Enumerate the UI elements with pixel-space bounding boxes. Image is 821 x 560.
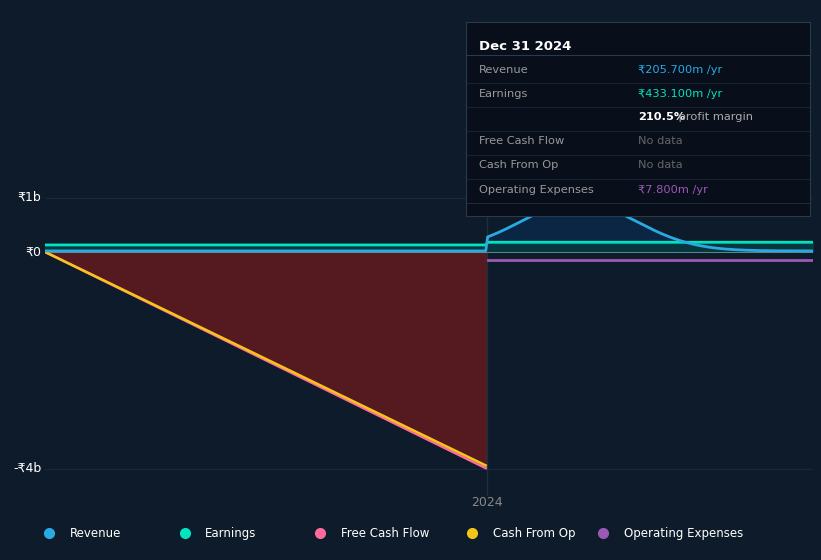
Text: Free Cash Flow: Free Cash Flow bbox=[479, 136, 565, 146]
Text: -₹4b: -₹4b bbox=[13, 462, 41, 475]
Text: 210.5%: 210.5% bbox=[638, 112, 686, 122]
Text: Free Cash Flow: Free Cash Flow bbox=[341, 527, 429, 540]
Text: Operating Expenses: Operating Expenses bbox=[479, 184, 594, 194]
Text: Operating Expenses: Operating Expenses bbox=[624, 527, 743, 540]
Text: ₹433.100m /yr: ₹433.100m /yr bbox=[638, 89, 722, 99]
Text: Cash From Op: Cash From Op bbox=[479, 160, 558, 170]
Text: ₹0: ₹0 bbox=[25, 245, 41, 259]
Text: 2024: 2024 bbox=[470, 496, 502, 508]
Text: No data: No data bbox=[638, 160, 682, 170]
Text: ₹1b: ₹1b bbox=[17, 192, 41, 204]
Text: ₹7.800m /yr: ₹7.800m /yr bbox=[638, 184, 708, 194]
Text: Revenue: Revenue bbox=[479, 65, 529, 74]
Text: profit margin: profit margin bbox=[675, 112, 753, 122]
Text: Revenue: Revenue bbox=[70, 527, 122, 540]
Text: Cash From Op: Cash From Op bbox=[493, 527, 575, 540]
Text: Earnings: Earnings bbox=[205, 527, 257, 540]
Text: No data: No data bbox=[638, 136, 682, 146]
Text: ₹205.700m /yr: ₹205.700m /yr bbox=[638, 65, 722, 74]
Text: Dec 31 2024: Dec 31 2024 bbox=[479, 40, 571, 53]
Text: Earnings: Earnings bbox=[479, 89, 529, 99]
